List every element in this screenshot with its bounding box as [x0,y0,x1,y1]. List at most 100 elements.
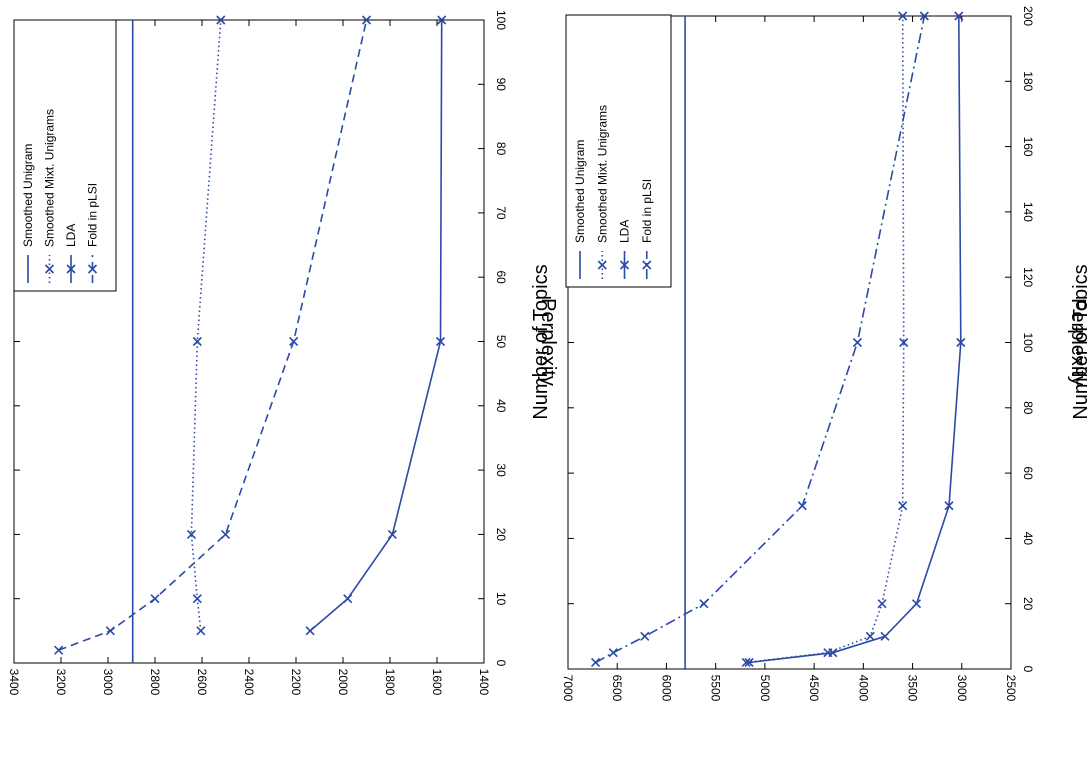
legend-marker [66,264,76,274]
x-tick-label: 10 [494,592,508,606]
legend-marker [619,260,630,270]
y-tick-label: 5500 [709,675,723,702]
data-point [289,336,299,347]
x-tick-label: 20 [494,528,508,542]
legend-label-4: Fold in pLSI [640,179,654,243]
data-point [898,501,908,511]
y-tick-label: 2600 [195,669,209,696]
x-tick-label: 0 [1021,666,1035,673]
data-point [54,645,64,655]
y-tick-label: 3400 [7,669,21,696]
x-tick-label: 0 [494,660,508,667]
data-point [220,529,231,539]
x-tick-label: 180 [1021,71,1035,91]
y-tick-label: 6000 [659,675,673,702]
legend-label-2: Smoothed Mixt. Unigrams [43,109,57,247]
y-tick-label: 5000 [758,675,772,702]
y-tick-label: 3000 [955,675,969,702]
legend-marker [642,260,652,270]
data-point [944,501,954,511]
data-point [919,11,929,21]
data-point [899,337,909,348]
data-point [216,15,226,25]
data-point [305,626,315,636]
data-point [852,337,862,348]
chart-1: 0 10 20 30 40 50 60 70 80 90 100 1400 1600 1800 2000 22… [7,10,559,696]
x-tick-label: 160 [1021,137,1035,157]
data-point [797,501,807,511]
data-point [744,657,754,668]
y-tick-label: 2200 [289,669,303,696]
data-point [877,599,887,609]
data-point [741,657,751,668]
y-axis-label: Perplexity [1067,298,1087,386]
data-point [911,599,922,609]
legend-box [13,19,117,292]
series-line-3 [309,19,443,632]
y-tick-label: 6500 [610,675,624,702]
x-tick-label: 80 [1021,401,1035,415]
y-tick-label: 2800 [148,669,162,696]
x-tick-label: 20 [1021,597,1035,611]
series-line-2 [746,15,905,664]
data-point [343,594,353,604]
data-point [640,631,650,641]
data-point [608,648,618,658]
x-tick-label: 100 [494,10,508,30]
data-point [435,336,446,347]
legend-label-3: LDA [64,224,78,247]
y-tick-label: 2000 [336,669,350,696]
data-point [956,337,966,348]
data-point [150,594,160,604]
x-tick-label: 50 [494,335,508,349]
series-line-2 [190,19,222,631]
data-point [898,11,908,21]
legend-marker [597,260,607,270]
chart-2: 0 20 40 60 80 100 120 140 160 180 200 2500 3000 3500 4… [561,6,1087,702]
data-point [590,657,601,668]
y-tick-label: 3000 [101,669,115,696]
x-tick-label: 30 [494,463,508,477]
x-tick-label: 90 [494,78,508,92]
y-tick-label: 1600 [430,669,444,696]
y-tick-label: 3500 [906,675,920,702]
x-axis-label: Number of Topics [1070,264,1087,419]
x-tick-label: 100 [1021,332,1035,352]
legend-marker [44,264,55,274]
legend-box [565,14,672,288]
x-tick-label: 40 [1021,532,1035,546]
data-point [880,631,890,641]
y-tick-label: 3200 [54,669,68,696]
data-point [186,529,196,539]
x-tick-label: 70 [494,206,508,220]
y-tick-label: 4500 [807,675,821,702]
y-tick-label: 1400 [477,669,491,696]
y-tick-label: 2400 [242,669,256,696]
x-tick-label: 200 [1021,6,1035,26]
y-tick-label: 1800 [383,669,397,696]
data-point [387,529,397,539]
data-point [865,631,875,641]
data-point [192,336,202,347]
data-point [699,599,709,609]
legend-label-4: Fold in pLSI [86,183,100,247]
x-tick-label: 60 [1021,466,1035,480]
x-tick-label: 40 [494,399,508,413]
y-tick-label: 4000 [856,675,870,702]
x-tick-label: 140 [1021,202,1035,222]
data-point [105,626,115,636]
y-axis-label: Perplexity [537,298,559,386]
x-axis-label: Number of Topics [530,264,552,419]
y-tick-label: 7000 [561,675,575,702]
series-line-4 [58,19,368,651]
legend-label-3: LDA [618,220,632,243]
legend-marker [87,264,98,274]
x-tick-label: 120 [1021,267,1035,287]
data-point [192,594,202,604]
x-tick-label: 60 [494,271,508,285]
y-tick-label: 2500 [1004,675,1018,702]
data-point [437,15,447,25]
data-point [361,15,372,25]
data-point [954,11,964,21]
